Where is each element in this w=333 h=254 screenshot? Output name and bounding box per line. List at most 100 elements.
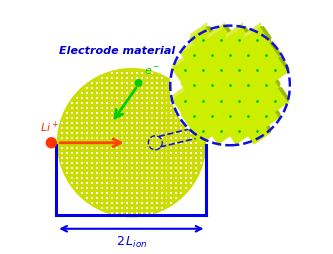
Bar <box>151 182 153 184</box>
Bar <box>146 192 148 194</box>
Bar <box>101 167 103 169</box>
Bar <box>81 137 83 139</box>
Bar <box>141 97 143 99</box>
Bar <box>156 192 158 194</box>
Bar <box>101 127 103 129</box>
Bar <box>76 122 78 124</box>
Bar <box>126 87 128 89</box>
Bar <box>81 192 83 194</box>
Bar <box>151 127 153 129</box>
Bar <box>86 92 88 94</box>
Bar <box>106 182 108 184</box>
Bar <box>195 127 197 129</box>
Bar <box>146 77 148 79</box>
Polygon shape <box>269 42 280 57</box>
Bar <box>175 132 177 134</box>
Bar <box>81 117 83 119</box>
Bar <box>121 182 123 184</box>
Bar <box>121 72 123 74</box>
Polygon shape <box>208 88 234 114</box>
Bar <box>136 92 138 94</box>
Bar <box>180 162 182 164</box>
Bar <box>71 182 73 184</box>
Bar <box>101 187 103 189</box>
Bar <box>141 212 143 214</box>
Polygon shape <box>244 23 261 38</box>
Bar <box>116 182 118 184</box>
Bar <box>91 82 93 84</box>
Bar <box>111 72 113 74</box>
Bar <box>126 92 128 94</box>
Polygon shape <box>253 72 279 99</box>
Bar <box>116 127 118 129</box>
Bar <box>126 122 128 124</box>
Bar <box>166 147 167 149</box>
Bar <box>71 157 73 159</box>
Polygon shape <box>253 68 270 84</box>
Bar <box>190 117 192 119</box>
Bar <box>175 92 177 94</box>
Bar <box>76 132 78 134</box>
Bar <box>141 202 143 203</box>
Bar <box>86 87 88 89</box>
Polygon shape <box>278 87 289 102</box>
Bar <box>96 102 98 104</box>
Bar <box>61 127 63 129</box>
Bar <box>111 97 113 99</box>
Bar <box>81 147 83 149</box>
Bar <box>136 152 138 154</box>
Bar <box>121 212 123 214</box>
Bar <box>96 152 98 154</box>
Bar <box>151 157 153 159</box>
Bar <box>111 192 113 194</box>
Bar <box>136 147 138 149</box>
Bar <box>116 192 118 194</box>
Bar <box>166 167 167 169</box>
Bar <box>146 207 148 209</box>
Bar <box>141 162 143 164</box>
Bar <box>141 192 143 194</box>
Bar <box>71 117 73 119</box>
Bar <box>146 142 148 144</box>
Bar <box>146 97 148 99</box>
Polygon shape <box>226 114 243 130</box>
Bar <box>111 187 113 189</box>
Bar <box>101 112 103 114</box>
Bar <box>151 112 153 114</box>
Bar <box>126 187 128 189</box>
Bar <box>185 142 187 144</box>
Bar <box>111 132 113 134</box>
Bar <box>161 92 163 94</box>
Bar <box>166 122 167 124</box>
Bar <box>121 197 123 199</box>
Bar <box>66 122 68 124</box>
Bar <box>180 102 182 104</box>
Bar <box>156 82 158 84</box>
Bar <box>111 177 113 179</box>
Bar <box>161 157 163 159</box>
Bar <box>190 162 192 164</box>
Bar <box>161 172 163 174</box>
Bar <box>91 172 93 174</box>
Polygon shape <box>197 42 208 57</box>
Bar <box>66 167 68 169</box>
Bar <box>96 122 98 124</box>
Bar <box>180 187 182 189</box>
Bar <box>76 177 78 179</box>
Bar <box>161 207 163 209</box>
Bar <box>175 172 177 174</box>
Bar <box>136 172 138 174</box>
Bar <box>156 132 158 134</box>
Bar <box>156 92 158 94</box>
Bar <box>71 102 73 104</box>
Bar <box>166 162 167 164</box>
Polygon shape <box>253 42 279 68</box>
Polygon shape <box>226 118 252 144</box>
Bar <box>166 192 167 194</box>
Bar <box>170 147 172 149</box>
Polygon shape <box>235 72 261 99</box>
Bar <box>141 102 143 104</box>
Bar <box>175 192 177 194</box>
Bar <box>195 122 197 124</box>
Bar <box>91 92 93 94</box>
